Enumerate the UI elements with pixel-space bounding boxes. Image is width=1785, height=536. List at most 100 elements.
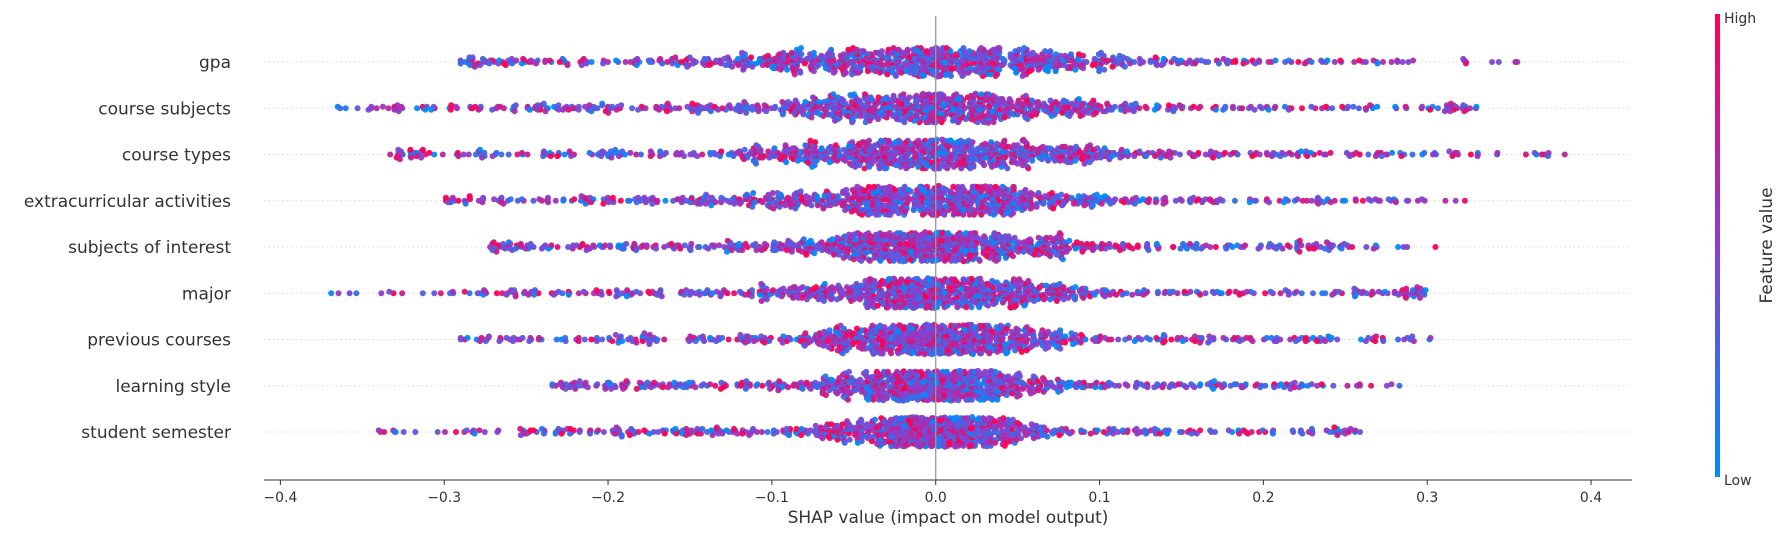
data-point — [1314, 199, 1321, 206]
data-point — [1144, 240, 1151, 247]
data-point — [1372, 153, 1379, 160]
data-point — [396, 156, 403, 163]
data-point — [418, 154, 425, 161]
data-point — [782, 142, 789, 149]
data-point — [588, 108, 595, 115]
data-point — [887, 152, 894, 159]
data-point — [921, 189, 928, 196]
data-point — [1242, 242, 1249, 249]
data-point — [1025, 165, 1032, 172]
data-point — [564, 62, 571, 69]
data-point — [895, 210, 902, 217]
data-point — [477, 146, 483, 153]
data-point — [975, 145, 982, 152]
data-point — [826, 191, 833, 198]
data-point — [763, 108, 770, 115]
data-point — [1395, 244, 1402, 250]
data-point — [556, 59, 563, 65]
data-point — [881, 196, 888, 203]
data-point — [489, 153, 496, 160]
data-point — [1099, 240, 1105, 247]
data-point — [820, 205, 827, 212]
data-point — [1279, 245, 1286, 252]
data-point — [1097, 154, 1104, 161]
data-point — [959, 73, 966, 79]
data-point — [828, 46, 835, 53]
data-point — [613, 57, 620, 64]
data-point — [974, 197, 981, 204]
data-point — [959, 246, 966, 253]
data-point — [1057, 52, 1064, 59]
feature-label: subjects of interest — [68, 238, 231, 258]
data-point — [1059, 256, 1066, 263]
data-point — [1069, 100, 1075, 107]
data-point — [408, 154, 415, 161]
data-point — [952, 51, 959, 58]
data-point — [1350, 103, 1357, 110]
data-point — [752, 240, 759, 247]
data-point — [1012, 191, 1018, 198]
data-point — [1263, 149, 1270, 156]
data-point — [1091, 55, 1098, 62]
data-point — [928, 189, 935, 196]
data-point — [919, 94, 926, 101]
data-point — [1461, 108, 1468, 115]
data-point — [908, 64, 915, 71]
data-point — [1460, 102, 1467, 109]
data-point — [989, 108, 996, 115]
data-point — [867, 257, 873, 264]
data-point — [798, 45, 804, 51]
data-point — [741, 99, 748, 105]
data-point — [860, 139, 867, 146]
data-point — [942, 163, 949, 170]
data-point — [917, 183, 924, 190]
data-point — [851, 106, 858, 113]
data-point — [1077, 113, 1084, 119]
data-point — [923, 160, 930, 167]
data-point — [901, 232, 908, 239]
data-point — [711, 242, 717, 249]
data-point — [1266, 240, 1273, 247]
data-point — [875, 116, 882, 123]
data-point — [422, 106, 429, 113]
data-point — [810, 68, 817, 75]
data-point — [962, 116, 969, 123]
data-point — [664, 59, 671, 65]
data-point — [490, 239, 497, 246]
data-point — [759, 62, 766, 69]
data-point — [735, 55, 741, 62]
data-point — [638, 151, 644, 158]
data-point — [622, 59, 629, 65]
data-point — [785, 99, 792, 105]
data-point — [832, 117, 838, 124]
data-point — [512, 102, 519, 109]
data-point — [1021, 45, 1027, 51]
data-point — [1207, 148, 1214, 155]
data-point — [1053, 63, 1060, 70]
data-point — [923, 199, 930, 206]
data-point — [498, 151, 505, 158]
data-point — [950, 163, 957, 170]
data-point — [1022, 186, 1029, 193]
data-point — [898, 94, 905, 101]
data-point — [908, 248, 915, 255]
data-point — [1193, 240, 1200, 247]
data-point — [718, 194, 725, 201]
data-point — [980, 53, 987, 60]
data-point — [1004, 165, 1011, 172]
data-point — [542, 108, 549, 115]
data-point — [1143, 153, 1150, 160]
data-point — [729, 63, 736, 70]
data-point — [1255, 245, 1262, 252]
data-point — [1101, 145, 1108, 152]
data-point — [945, 96, 952, 102]
data-point — [1467, 105, 1473, 112]
data-point — [924, 207, 931, 214]
data-point — [984, 201, 990, 208]
data-point — [442, 194, 449, 201]
data-point — [1061, 52, 1068, 59]
data-point — [1356, 57, 1363, 64]
data-point — [931, 165, 938, 172]
data-point — [1088, 203, 1095, 210]
data-point — [881, 62, 888, 69]
